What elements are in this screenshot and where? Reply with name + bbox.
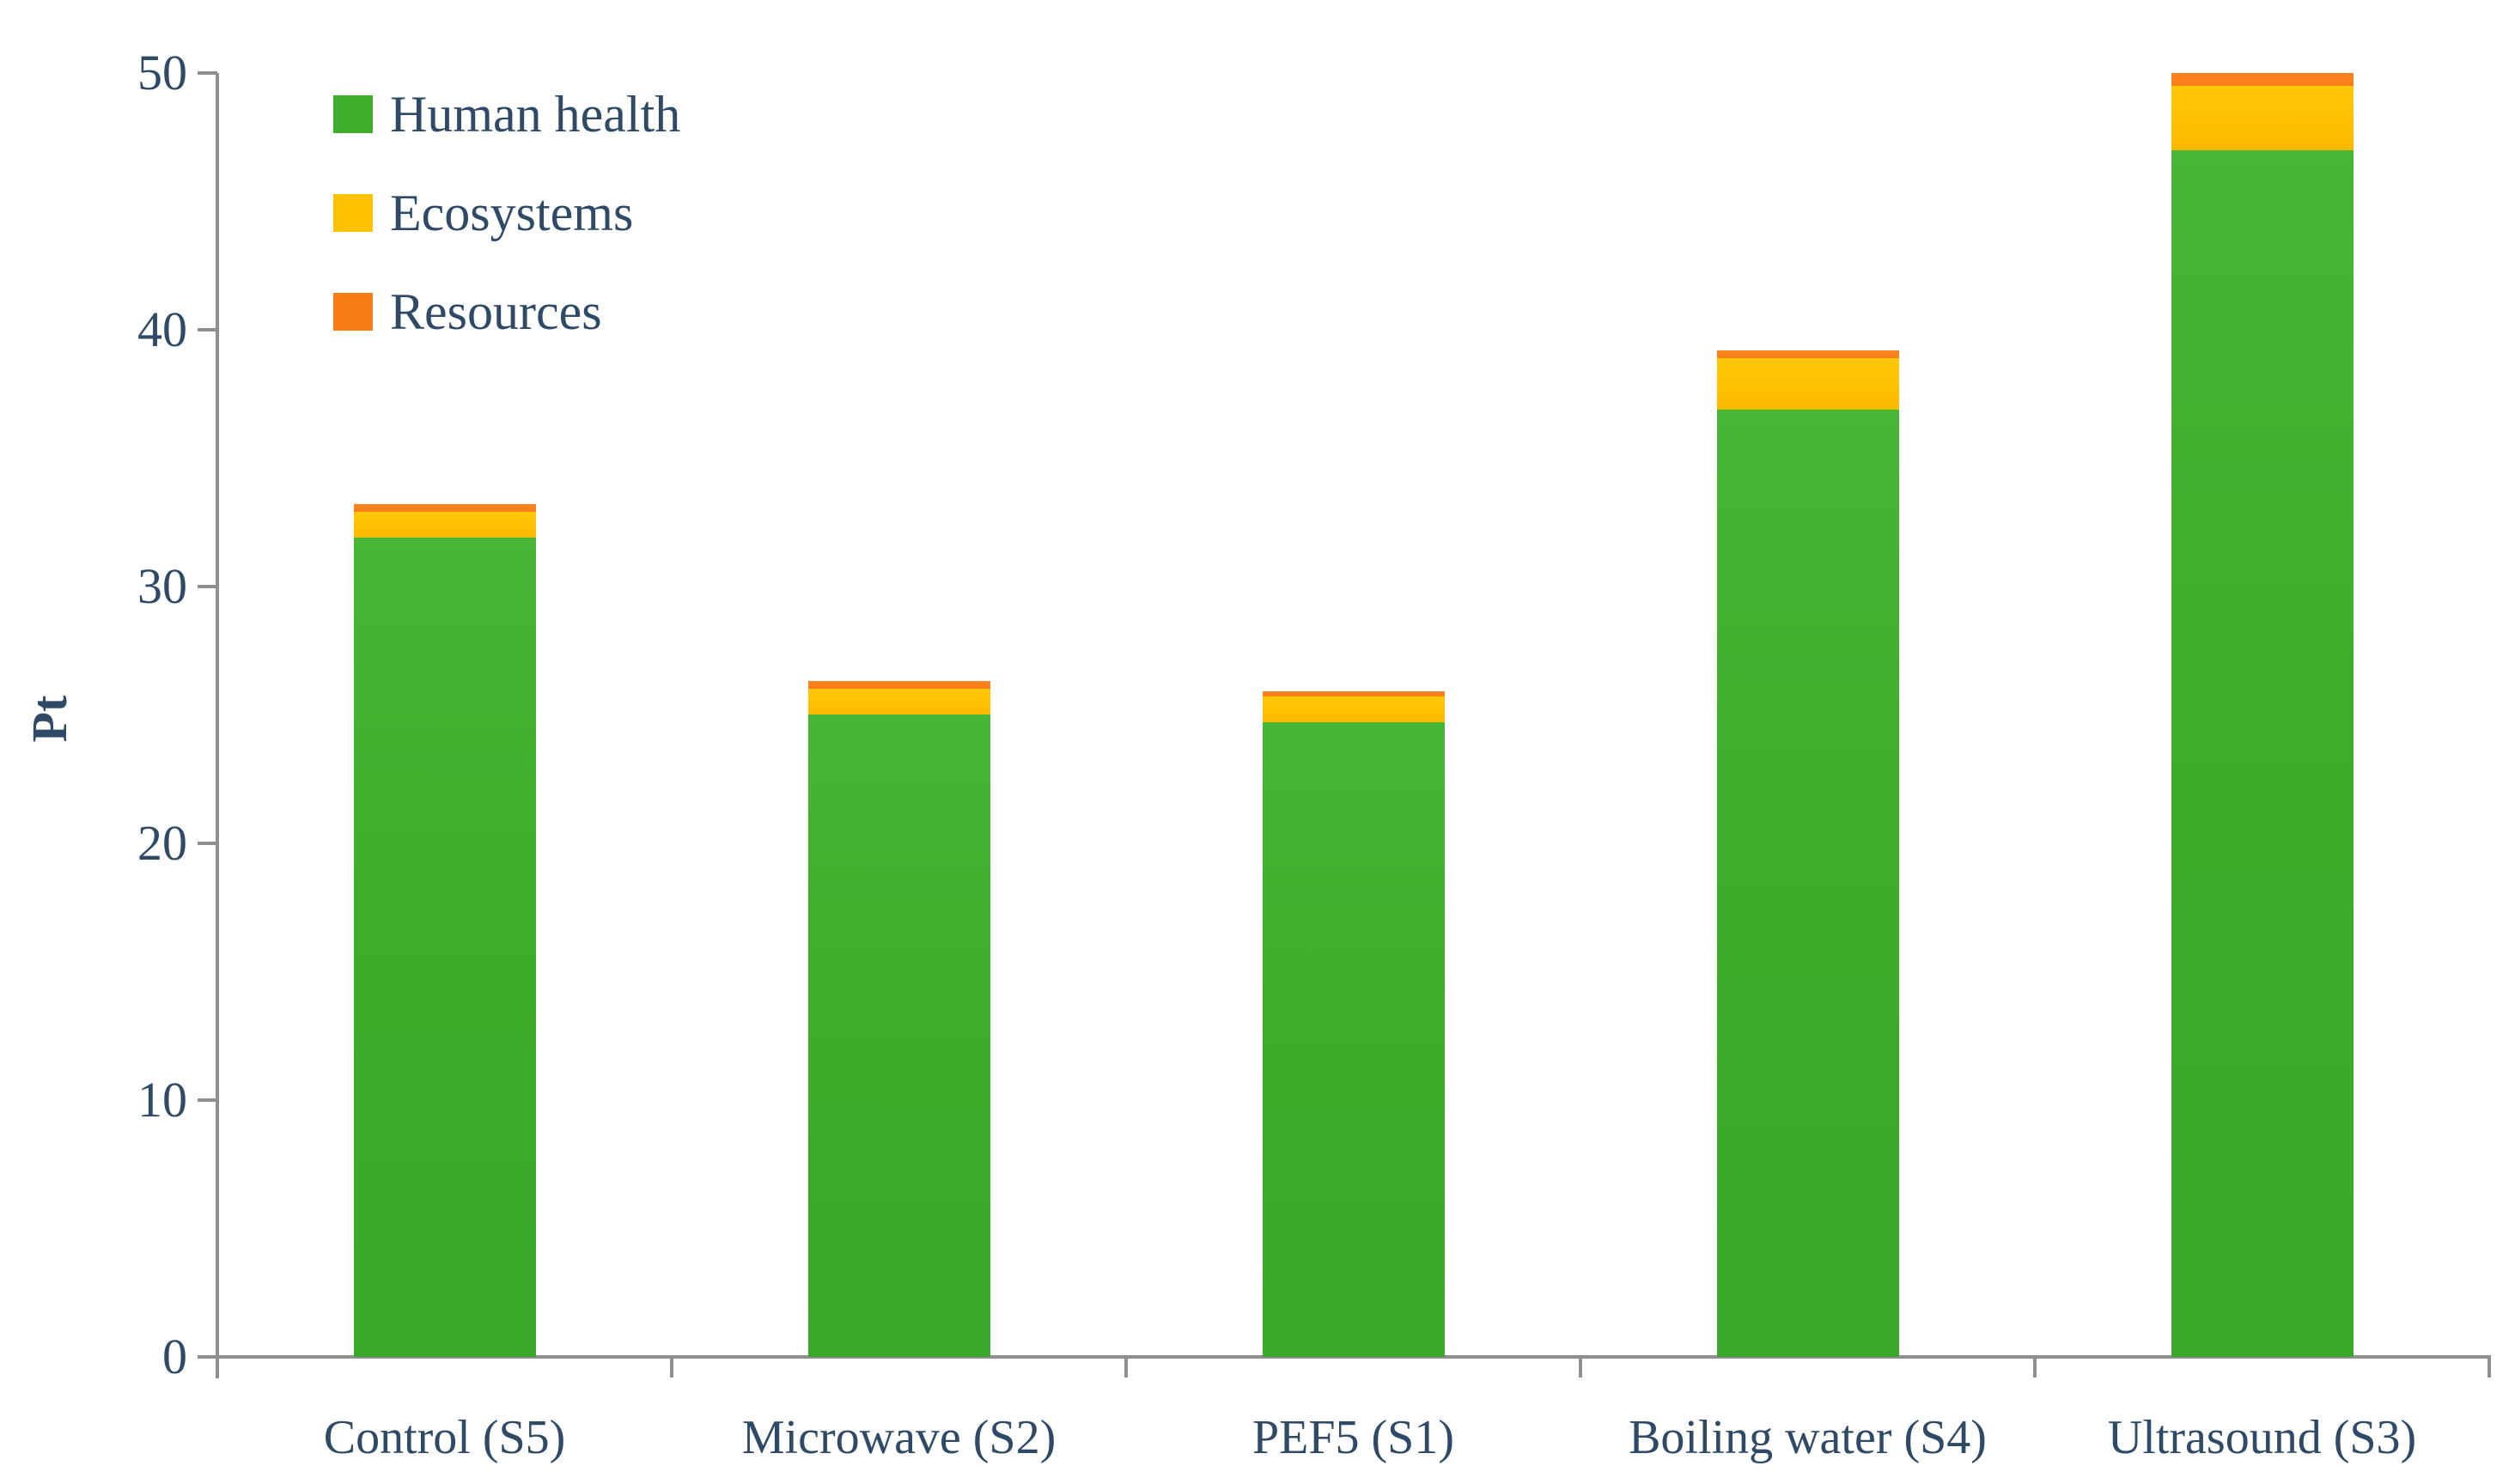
bar-segment-human-health [2171, 150, 2354, 1357]
legend-label: Resources [390, 283, 602, 340]
bar-segment-human-health [1263, 722, 1445, 1357]
y-tick-label-40: 40 [137, 301, 187, 357]
y-tick-label-20: 20 [137, 815, 187, 871]
x-category-label: Ultrasound (S3) [2107, 1411, 2417, 1464]
legend-item-ecosystems: Ecosystems [333, 185, 680, 241]
y-tick-mark [198, 328, 217, 331]
bar-segment-resources [1263, 691, 1445, 696]
bar-segment-resources [1717, 350, 1899, 358]
bar-segment-ecosystems [2171, 86, 2354, 150]
y-tick-label-0: 0 [162, 1329, 187, 1384]
bar-segment-human-health [1717, 410, 1899, 1357]
orange-swatch [333, 293, 373, 331]
bar-segment-human-health [354, 538, 536, 1357]
legend-label: Ecosystems [390, 184, 634, 241]
bar-segment-ecosystems [1717, 358, 1899, 410]
x-category-label: Microwave (S2) [741, 1411, 1057, 1464]
bar-segment-resources [808, 681, 990, 689]
legend-item-human-health: Human health [333, 86, 680, 143]
bar-segment-ecosystems [1263, 696, 1445, 722]
bar-segment-resources [354, 504, 536, 512]
chart-legend: Human health Ecosystems Resources [333, 86, 680, 391]
x-tick-mark [1579, 1355, 1582, 1378]
y-tick-label-50: 50 [137, 45, 187, 100]
green-swatch [333, 95, 373, 133]
y-tick-label-10: 10 [137, 1072, 187, 1128]
y-tick-mark [198, 585, 217, 588]
bar-segment-human-health [808, 715, 990, 1357]
legend-item-resources: Resources [333, 283, 680, 340]
x-tick-mark [1124, 1355, 1128, 1378]
y-tick-mark [198, 1098, 217, 1102]
x-category-label: Control (S5) [323, 1411, 566, 1464]
bar-segment-ecosystems [354, 512, 536, 538]
bar-segment-resources [2171, 73, 2354, 86]
y-tick-mark [198, 71, 217, 75]
x-tick-mark [2488, 1355, 2491, 1378]
y-axis-title: Pt [21, 695, 77, 743]
bar-segment-ecosystems [808, 689, 990, 715]
yellow-swatch [333, 194, 373, 232]
x-category-label: Boiling water (S4) [1629, 1411, 1987, 1464]
y-axis-line [216, 73, 219, 1378]
y-tick-mark [198, 842, 217, 845]
x-category-label: PEF5 (S1) [1252, 1411, 1454, 1464]
y-tick-label-30: 30 [137, 558, 187, 614]
x-tick-mark [670, 1355, 673, 1378]
x-axis-line [198, 1355, 2489, 1359]
x-tick-mark [2033, 1355, 2037, 1378]
legend-label: Human health [390, 85, 681, 143]
